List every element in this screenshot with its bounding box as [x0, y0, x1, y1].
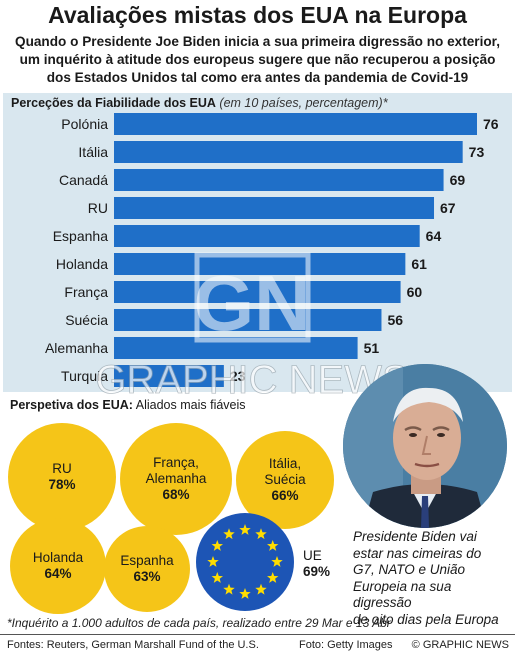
bar — [114, 253, 406, 275]
category-label: Itália — [78, 144, 108, 160]
photo-caption: Presidente Biden vai estar nas cimeiras … — [353, 529, 513, 628]
value-label: 67 — [440, 200, 456, 216]
ally-pct: 64% — [44, 566, 72, 581]
footer-sources: Fontes: Reuters, German Marshall Fund of… — [7, 639, 259, 651]
eu-star-icon — [271, 556, 283, 567]
perspective-title: Perspetiva dos EUA: — [10, 398, 133, 412]
ally-circle-espanha: Espanha 63% — [104, 526, 190, 612]
eu-name: UE — [303, 548, 322, 563]
caption-line: estar nas cimeiras do — [353, 545, 482, 561]
eu-stars — [207, 524, 283, 599]
biden-photo — [343, 364, 507, 528]
bar — [114, 113, 477, 135]
ally-circle-italia-suecia: Itália, Suécia 66% — [236, 431, 334, 529]
chart-panel: Perceções da Fiabilidade dos EUA (em 10 … — [3, 93, 512, 392]
subtitle-line: um inquérito à atitude dos europeus suge… — [19, 52, 496, 67]
page-title: Avaliações mistas dos EUA na Europa — [48, 2, 467, 28]
bar — [114, 197, 435, 219]
ally-pct: 63% — [133, 569, 161, 584]
biden-portrait-illustration — [343, 364, 507, 528]
eu-star-icon — [255, 528, 267, 540]
chart-note: (em 10 países, percentagem)* — [219, 96, 388, 110]
value-label: 76 — [483, 116, 499, 132]
caption-line: Europeia na sua digressão — [353, 578, 452, 611]
footer-divider — [0, 634, 515, 635]
value-label: 23 — [230, 368, 246, 384]
eu-flag-circle — [196, 513, 294, 611]
eu-star-icon — [255, 583, 267, 595]
value-label: 60 — [407, 284, 423, 300]
value-label: 69 — [450, 172, 466, 188]
category-label: Espanha — [53, 228, 108, 244]
category-label: Polónia — [61, 116, 108, 132]
subtitle: Quando o Presidente Joe Biden inicia a s… — [4, 33, 511, 87]
category-label: Alemanha — [45, 340, 108, 356]
footnote: *Inquérito a 1.000 adultos de cada país,… — [7, 616, 391, 630]
bar — [114, 365, 224, 387]
eu-label: UE 69% — [303, 548, 330, 580]
bar — [114, 169, 444, 191]
eu-star-icon — [207, 556, 219, 567]
value-label: 64 — [426, 228, 442, 244]
category-label: Canadá — [59, 172, 108, 188]
eu-star-icon — [267, 540, 279, 551]
category-label: Turquia — [61, 368, 108, 384]
caption-line: G7, NATO e União — [353, 562, 466, 577]
ally-pct: 78% — [48, 477, 76, 492]
eu-star-icon — [211, 540, 223, 551]
ally-name: Alemanha — [145, 471, 207, 486]
ally-name: Suécia — [264, 472, 306, 487]
bar — [114, 225, 420, 247]
eu-star-icon — [239, 524, 251, 535]
eu-star-icon — [223, 528, 235, 540]
subtitle-line: dos Estados Unidos tal como era antes da… — [46, 70, 469, 85]
ally-circle-franca-alemanha: França, Alemanha 68% — [120, 423, 232, 535]
subtitle-line: Quando o Presidente Joe Biden inicia a s… — [15, 34, 500, 49]
category-label: RU — [88, 200, 108, 216]
bar — [114, 337, 358, 359]
caption-line: Presidente Biden vai — [353, 529, 477, 544]
category-label: França — [64, 284, 108, 300]
value-label: 61 — [411, 256, 427, 272]
eu-star-icon — [239, 588, 251, 599]
caption-line: de oito dias pela Europa — [353, 611, 499, 627]
footer-brand: © GRAPHIC NEWS — [411, 639, 509, 651]
ally-name: RU — [52, 461, 72, 476]
eu-star-icon — [223, 583, 235, 595]
bar — [114, 281, 401, 303]
bar — [114, 141, 463, 163]
ally-circle-holanda: Holanda 64% — [10, 518, 106, 614]
perspective-heading: Perspetiva dos EUA: Aliados mais fiáveis — [10, 398, 246, 412]
category-label: Suécia — [65, 312, 108, 328]
ally-pct: 68% — [162, 487, 190, 502]
ally-name: Itália, — [268, 456, 302, 471]
value-label: 51 — [364, 340, 380, 356]
chart-heading: Perceções da Fiabilidade dos EUA (em 10 … — [11, 96, 388, 110]
perspective-subtitle: Aliados mais fiáveis — [135, 398, 246, 412]
bar — [114, 309, 382, 331]
ally-circle-ru: RU 78% — [8, 423, 116, 531]
value-label: 56 — [387, 312, 403, 328]
footer-photo-credit: Foto: Getty Images — [299, 639, 393, 651]
chart-title: Perceções da Fiabilidade dos EUA — [11, 96, 216, 110]
value-label: 73 — [469, 144, 485, 160]
ally-name: Espanha — [120, 553, 174, 568]
eu-pct: 69% — [303, 564, 331, 579]
category-label: Holanda — [56, 256, 108, 272]
ally-pct: 66% — [271, 488, 299, 503]
ally-name: Holanda — [32, 550, 84, 565]
ally-name: França, — [153, 455, 199, 470]
bar-chart: Polónia 76 Itália 73 Canadá 69 RU 67 Espanha 64 Ho… — [45, 113, 499, 387]
eu-star-icon — [267, 572, 279, 583]
eu-star-icon — [211, 572, 223, 583]
